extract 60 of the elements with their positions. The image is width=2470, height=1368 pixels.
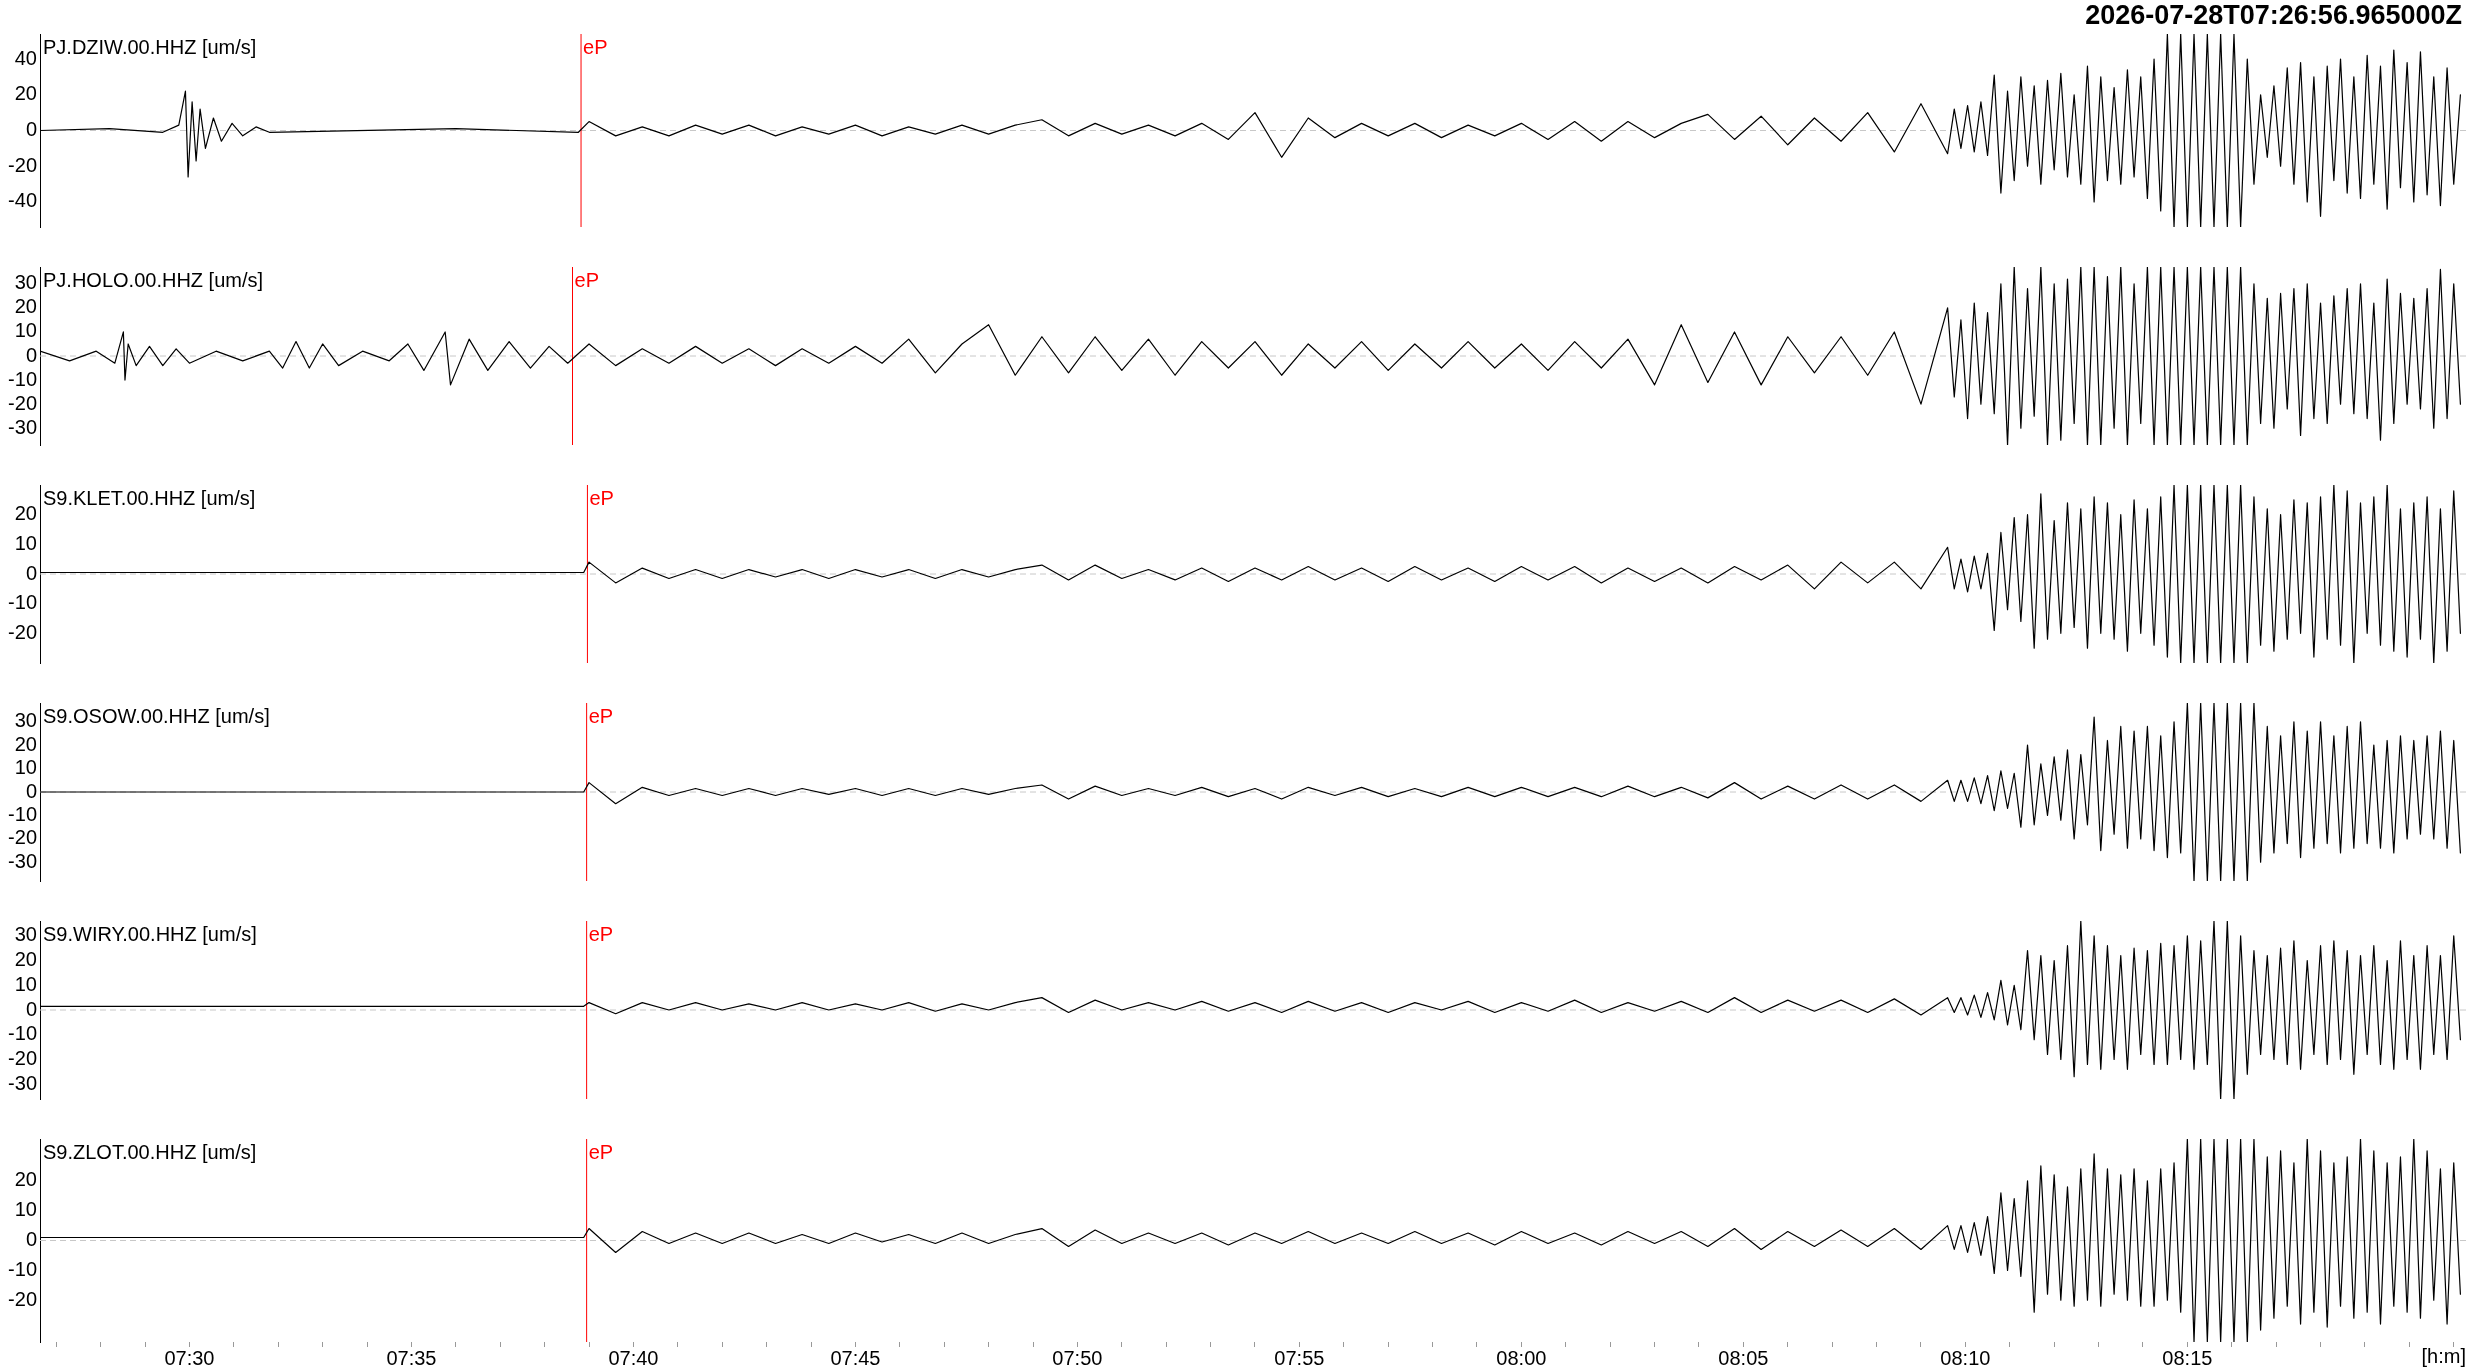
y-tick-label: 30 <box>14 923 37 946</box>
y-tick-label: -30 <box>8 849 37 872</box>
y-tick-label: 10 <box>14 531 37 554</box>
y-tick-label: 0 <box>25 561 37 584</box>
chart-title: PJ.DZIW.00.HHZ [um/s] <box>43 35 257 58</box>
y-tick-label: 0 <box>25 343 37 366</box>
y-tick-label: 20 <box>14 732 37 755</box>
y-tick-label: -10 <box>8 802 37 825</box>
y-tick-label: -20 <box>8 620 37 643</box>
x-tick-label: 07:50 <box>1052 1346 1103 1368</box>
y-tick-label: 30 <box>14 709 37 732</box>
y-tick-label: 0 <box>25 779 37 802</box>
x-tick-label: 07:45 <box>830 1346 881 1368</box>
y-tick-label: -20 <box>8 1046 37 1069</box>
y-tick-label: 0 <box>25 118 37 141</box>
y-tick-label: 20 <box>14 502 37 525</box>
y-tick-label: 20 <box>14 948 37 971</box>
y-tick-label: -40 <box>8 189 37 212</box>
y-tick-label: -20 <box>8 826 37 849</box>
ref-line-label: eP <box>574 268 599 291</box>
y-tick-label: 40 <box>14 46 37 69</box>
y-tick-label: -30 <box>8 1071 37 1094</box>
y-tick-label: -20 <box>8 391 37 414</box>
chart-title: PJ.HOLO.00.HHZ [um/s] <box>43 268 264 291</box>
y-tick-label: 20 <box>14 1168 37 1191</box>
text: 2026-07-28T07:26:56.965000Z <box>2085 0 2462 30</box>
x-tick-label: 07:55 <box>1274 1346 1325 1368</box>
y-tick-label: 10 <box>14 319 37 342</box>
y-tick-label: -30 <box>8 415 37 438</box>
y-tick-label: -10 <box>8 367 37 390</box>
y-tick-label: 10 <box>14 1198 37 1221</box>
chart-title: S9.WIRY.00.HHZ [um/s] <box>43 922 257 945</box>
y-tick-label: 10 <box>14 756 37 779</box>
y-tick-label: -20 <box>8 153 37 176</box>
y-tick-label: -10 <box>8 1257 37 1280</box>
chart-title: S9.ZLOT.00.HHZ [um/s] <box>43 1140 257 1163</box>
x-tick-label: 08:15 <box>2162 1346 2213 1368</box>
y-tick-label: -20 <box>8 1287 37 1310</box>
chart-title: S9.KLET.00.HHZ [um/s] <box>43 486 256 509</box>
y-tick-label: 20 <box>14 82 37 105</box>
y-tick-label: -10 <box>8 1022 37 1045</box>
y-tick-label: 20 <box>14 295 37 318</box>
ref-line-label: eP <box>588 1140 614 1163</box>
x-tick-label: 08:00 <box>1496 1346 1547 1368</box>
y-tick-label: 10 <box>14 972 37 995</box>
ref-line-label: eP <box>588 704 614 727</box>
x-axis-title: [h:m] <box>2421 1344 2466 1367</box>
x-tick-label: 07:35 <box>386 1346 437 1368</box>
y-tick-label: -10 <box>8 591 37 614</box>
y-tick-label: 0 <box>25 1228 37 1251</box>
ref-line-label: eP <box>583 35 608 58</box>
chart-title: S9.OSOW.00.HHZ [um/s] <box>43 704 270 727</box>
ref-line-label: eP <box>589 486 614 509</box>
x-tick-label: 08:10 <box>1940 1346 1991 1368</box>
x-tick-label: 07:40 <box>608 1346 659 1368</box>
x-tick-label: 07:30 <box>164 1346 215 1368</box>
y-tick-label: 30 <box>14 271 37 294</box>
x-tick-label: 08:05 <box>1718 1346 1769 1368</box>
ref-line-label: eP <box>588 922 614 945</box>
y-tick-label: 0 <box>25 997 37 1020</box>
